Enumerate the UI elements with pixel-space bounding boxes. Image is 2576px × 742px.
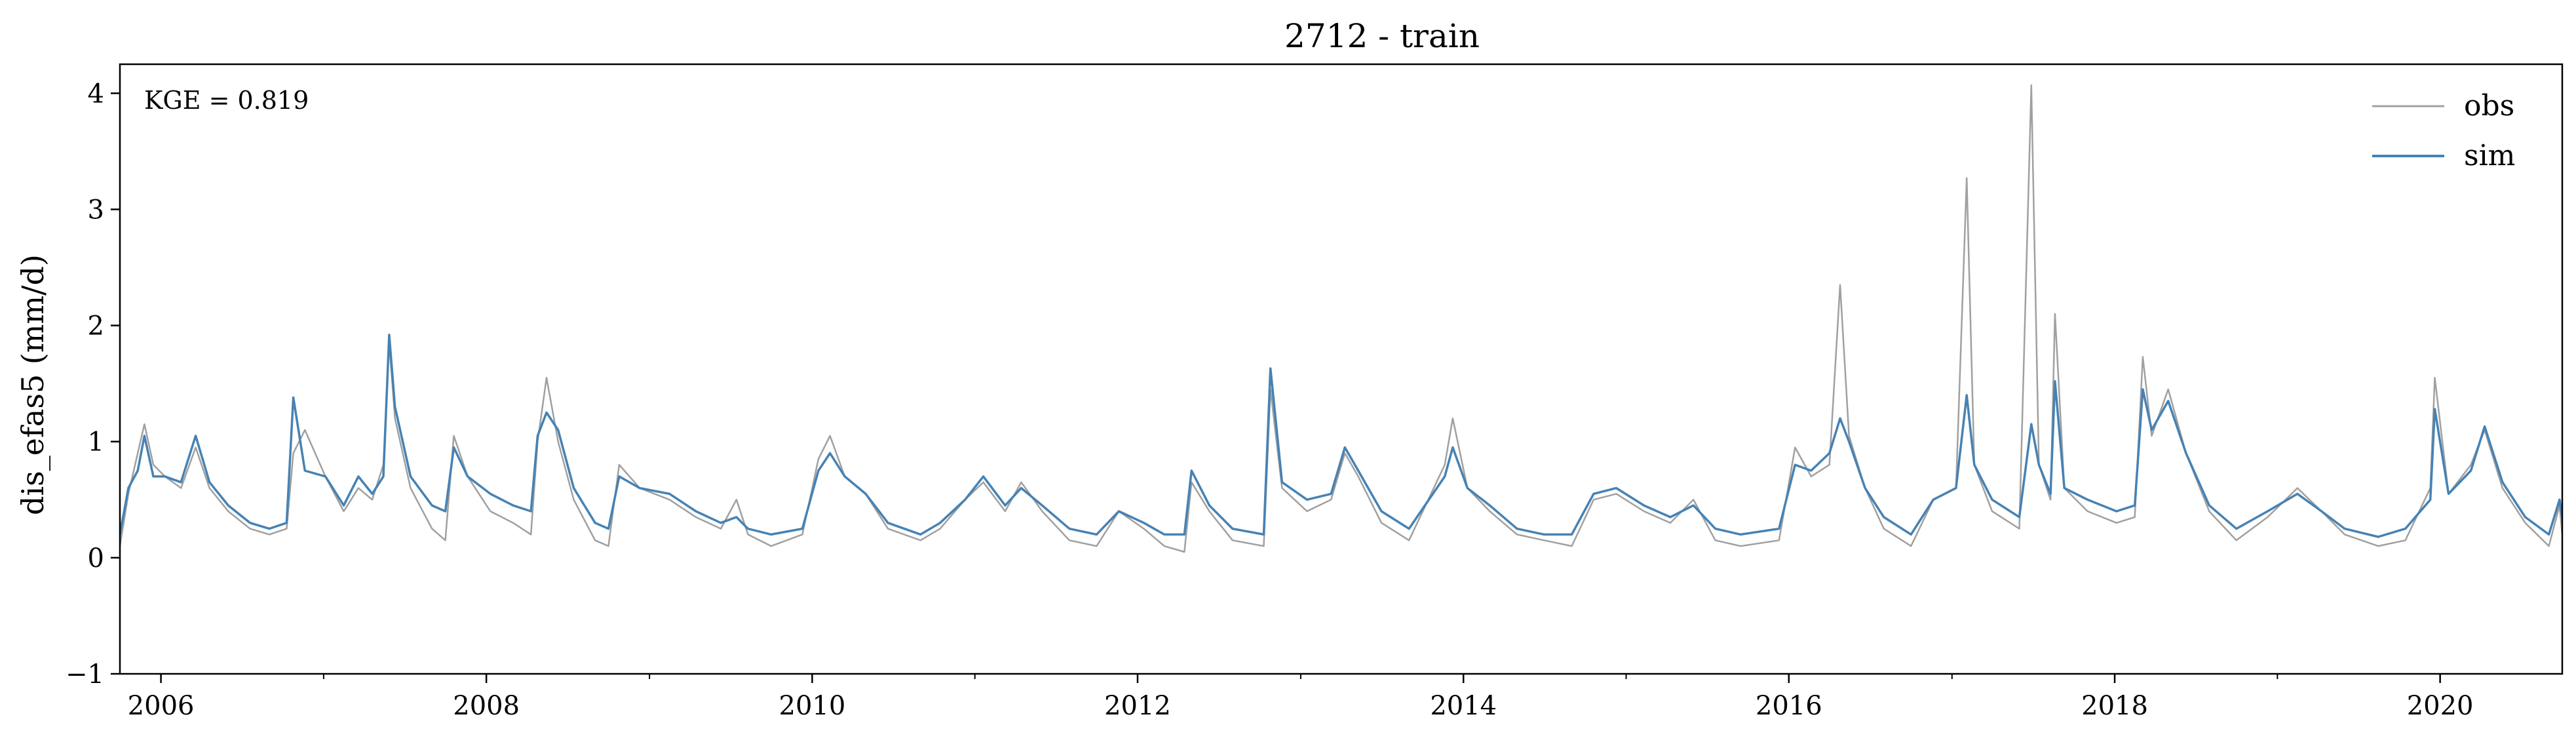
legend-label-sim: sim bbox=[2464, 139, 2515, 172]
legend: obs sim bbox=[2372, 89, 2515, 172]
legend-label-obs: obs bbox=[2464, 89, 2514, 123]
y-tick-label: 2 bbox=[88, 311, 104, 342]
x-tick-label: 2014 bbox=[1430, 691, 1497, 721]
x-tick-label: 2016 bbox=[1756, 691, 1822, 721]
y-tick-label: 1 bbox=[88, 427, 104, 458]
y-tick-label: 0 bbox=[88, 543, 104, 574]
series-layer bbox=[120, 84, 2562, 553]
y-tick-label: 4 bbox=[88, 79, 104, 109]
y-axis-label: dis_efas5 (mm/d) bbox=[15, 254, 50, 515]
x-tick-label: 2020 bbox=[2407, 691, 2474, 721]
series-line-obs bbox=[120, 84, 2562, 553]
y-axis: −1 0 1 2 3 4 bbox=[66, 79, 120, 690]
x-tick-label: 2010 bbox=[779, 691, 846, 721]
y-tick-label: −1 bbox=[66, 659, 104, 690]
x-axis: 2006 2008 2010 2012 2014 2016 2018 2020 bbox=[128, 674, 2474, 721]
x-tick-label: 2018 bbox=[2081, 691, 2148, 721]
chart-title: 2712 - train bbox=[1284, 17, 1480, 55]
plot-frame bbox=[119, 63, 2564, 675]
x-tick-label: 2006 bbox=[128, 691, 195, 721]
series-line-sim bbox=[120, 333, 2562, 538]
y-tick-label: 3 bbox=[88, 195, 104, 225]
x-tick-label: 2008 bbox=[453, 691, 520, 721]
x-tick-label: 2012 bbox=[1104, 691, 1171, 721]
kge-annotation: KGE = 0.819 bbox=[144, 86, 309, 115]
